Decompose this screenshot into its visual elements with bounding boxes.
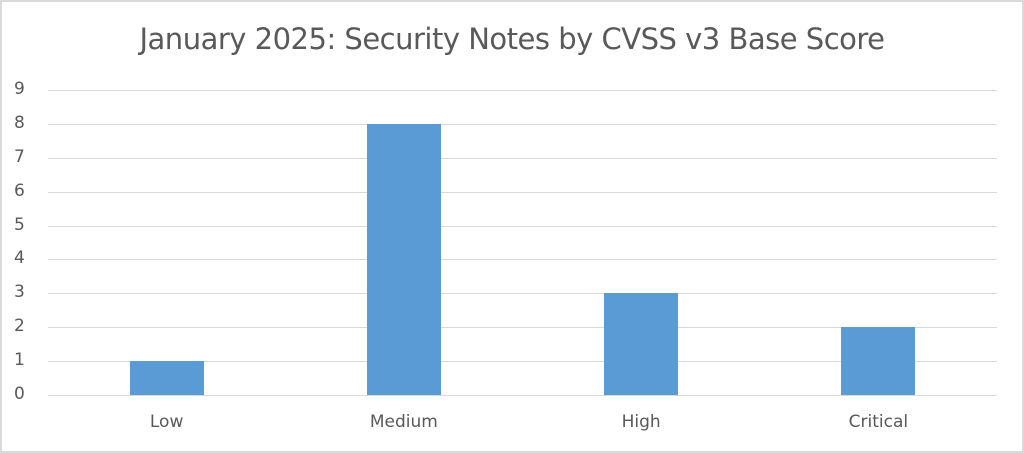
bar-critical	[841, 327, 916, 395]
y-tick-label: 8	[14, 112, 25, 133]
x-tick-label: Critical	[848, 412, 909, 432]
gridline	[48, 90, 997, 91]
y-tick-label: 7	[14, 146, 25, 167]
y-tick-label: 1	[14, 350, 25, 371]
y-tick-label: 2	[14, 316, 25, 337]
y-tick-label: 4	[14, 248, 25, 269]
gridline	[48, 361, 997, 363]
gridline	[48, 191, 997, 193]
gridline	[48, 259, 997, 261]
bar-low	[129, 361, 204, 395]
gridline	[48, 327, 997, 329]
y-tick-label: 9	[14, 79, 25, 99]
y-tick-label: 6	[14, 180, 25, 201]
y-tick-label: 3	[14, 282, 25, 303]
gridline	[48, 157, 997, 159]
x-tick-label: High	[621, 412, 661, 432]
bar-high	[604, 293, 679, 395]
x-tick-label: Low	[149, 412, 184, 432]
chart-title: January 2025: Security Notes by CVSS v3 …	[139, 22, 885, 56]
y-tick-label: 0	[14, 384, 25, 404]
bar-medium	[366, 123, 441, 395]
gridline	[48, 225, 997, 227]
gridline	[48, 123, 997, 125]
y-tick-label: 5	[14, 214, 25, 235]
gridline	[48, 293, 997, 295]
gridline	[48, 395, 997, 396]
plot-area	[48, 90, 997, 396]
x-tick-label: Medium	[369, 412, 438, 432]
